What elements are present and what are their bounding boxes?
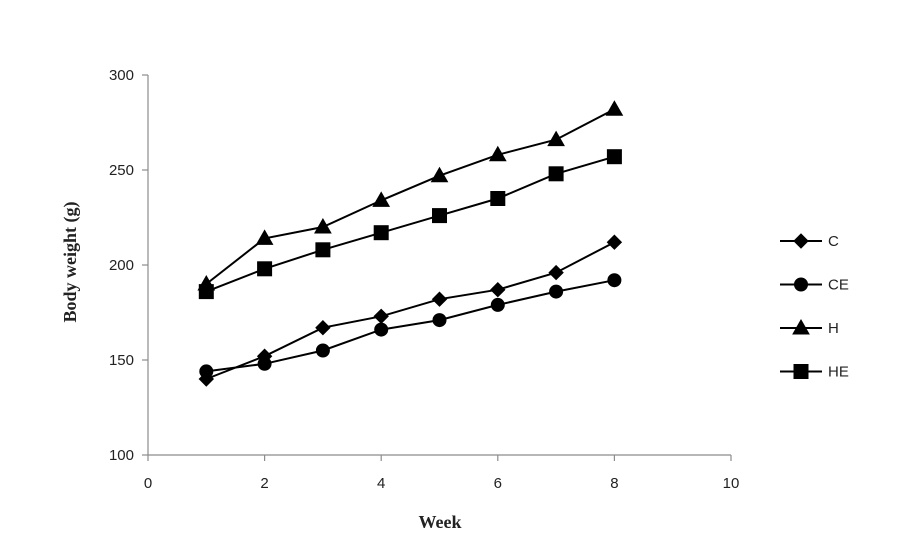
legend-label-ce: CE xyxy=(828,277,849,294)
data-point-ce xyxy=(257,356,272,371)
data-point-ce xyxy=(315,343,330,358)
data-point-he xyxy=(315,242,331,258)
data-point-he xyxy=(548,166,564,182)
series-line-h xyxy=(205,108,615,285)
x-tick-label: 6 xyxy=(494,475,502,492)
legend-marker-he xyxy=(793,364,809,379)
data-point-he xyxy=(606,149,622,165)
data-point-ce xyxy=(549,284,564,299)
data-point-ce xyxy=(199,364,214,379)
data-point-h xyxy=(430,166,449,183)
series-line-he xyxy=(205,155,615,293)
x-tick-label: 4 xyxy=(377,475,385,492)
series-line-ce xyxy=(206,279,615,373)
y-tick-label: 200 xyxy=(109,257,134,274)
series-line-c xyxy=(205,241,615,380)
legend-label-c: C xyxy=(828,233,839,250)
legend-label-h: H xyxy=(828,320,839,337)
data-point-he xyxy=(373,225,389,241)
data-point-ce xyxy=(374,322,389,337)
data-point-c xyxy=(490,281,506,298)
legend-item-ce: CE xyxy=(780,277,849,294)
series-ce xyxy=(199,273,622,379)
y-tick-label: 150 xyxy=(109,352,134,369)
data-point-ce xyxy=(490,297,505,312)
data-point-c xyxy=(431,291,448,307)
legend-item-c: C xyxy=(780,233,839,250)
legend-item-he: HE xyxy=(780,364,849,381)
data-point-c xyxy=(548,264,564,281)
data-point-h xyxy=(605,100,624,116)
legend-marker-h xyxy=(792,318,810,335)
data-point-c xyxy=(606,234,623,250)
legend-label-he: HE xyxy=(828,364,849,381)
data-point-h xyxy=(314,217,332,234)
y-tick-label: 100 xyxy=(109,447,134,464)
series-c xyxy=(198,234,623,387)
series-he xyxy=(198,149,622,300)
y-axis-title: Body weight (g) xyxy=(60,201,81,322)
data-point-c xyxy=(315,319,331,336)
legend: C CE H HE xyxy=(780,233,849,381)
legend-marker-c xyxy=(793,233,809,249)
data-point-he xyxy=(198,284,214,300)
x-tick-label: 0 xyxy=(144,475,152,492)
y-tick-label: 250 xyxy=(109,162,134,179)
data-point-he xyxy=(432,208,447,224)
data-point-h xyxy=(372,191,391,207)
series-layer xyxy=(197,100,624,387)
y-tick-label: 300 xyxy=(109,67,134,84)
data-point-h xyxy=(255,229,274,245)
legend-item-h: H xyxy=(780,318,839,337)
data-point-c xyxy=(373,308,389,325)
data-point-h xyxy=(488,145,507,162)
axes: 100 150 200 250 300 0 2 4 6 8 10 xyxy=(109,67,739,492)
x-tick-label: 10 xyxy=(723,475,740,492)
x-tick-label: 2 xyxy=(260,475,268,492)
data-point-he xyxy=(490,191,506,206)
x-axis-title: Week xyxy=(419,512,462,532)
data-point-ce xyxy=(607,273,622,288)
data-point-he xyxy=(257,261,273,277)
x-tick-label: 8 xyxy=(610,475,618,492)
data-point-ce xyxy=(432,313,447,328)
data-point-h xyxy=(547,130,565,147)
legend-marker-ce xyxy=(794,277,808,292)
